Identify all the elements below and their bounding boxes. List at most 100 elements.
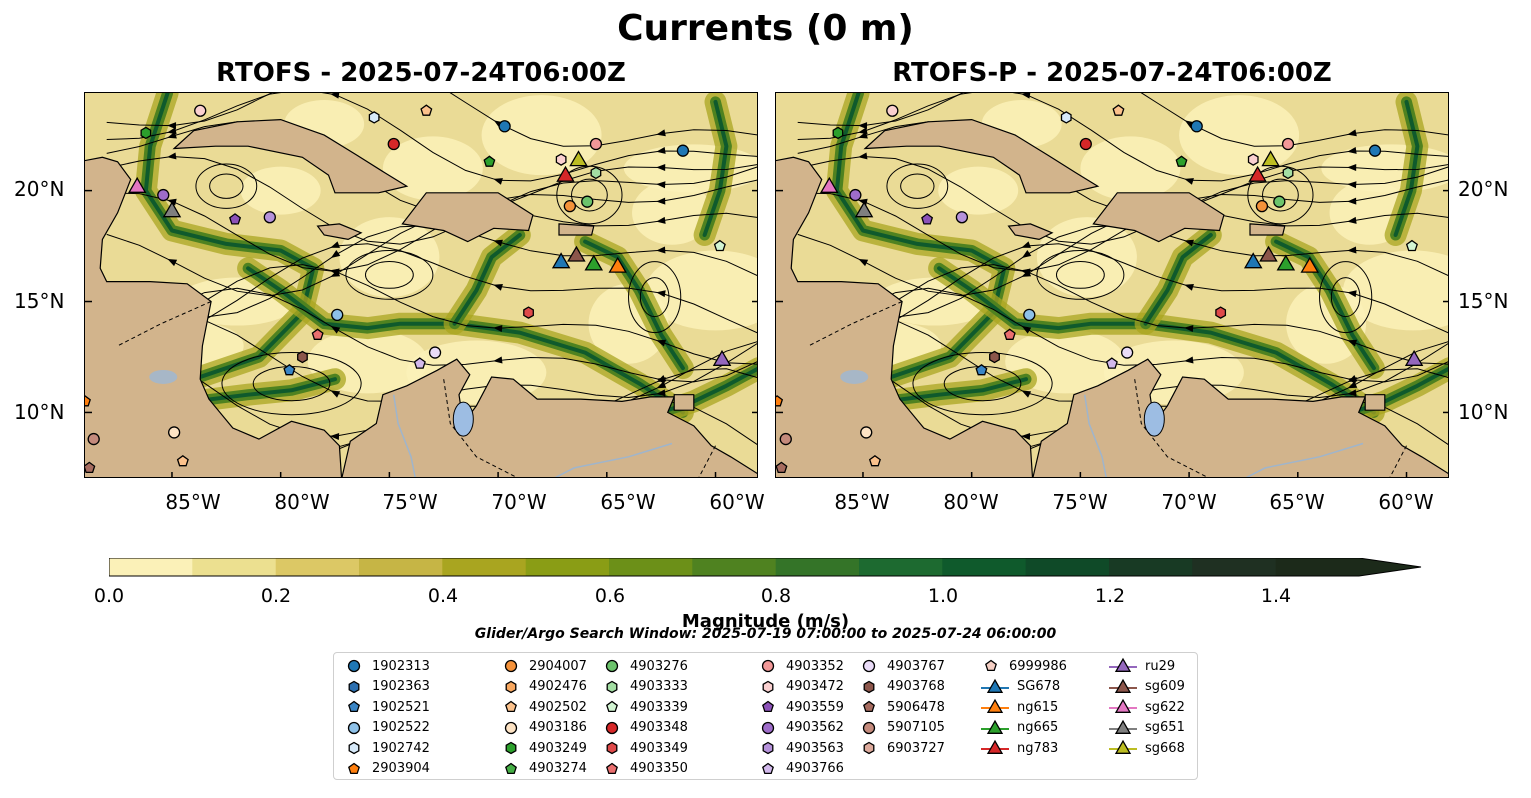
marker-25-p1[interactable]: [331, 308, 344, 321]
legend-marker-4903249[interactable]: [505, 741, 517, 755]
legend-marker-1902313[interactable]: [347, 659, 361, 673]
marker-33-p1[interactable]: [85, 395, 91, 407]
legend-marker-sg668[interactable]: [1114, 739, 1132, 754]
marker-27-p1[interactable]: [523, 306, 534, 319]
marker-2-p2[interactable]: [1112, 104, 1125, 116]
marker-22-p2[interactable]: [1259, 245, 1278, 262]
marker-24-p2[interactable]: [1300, 256, 1320, 273]
marker-3-p2[interactable]: [1060, 111, 1072, 124]
marker-30-p2[interactable]: [989, 350, 1000, 364]
marker-31-p1[interactable]: [283, 363, 296, 376]
map-panel-rtofs[interactable]: [84, 92, 758, 478]
marker-5-p2[interactable]: [1190, 120, 1203, 133]
legend-marker-4903766[interactable]: [762, 762, 774, 774]
marker-8-p1[interactable]: [589, 137, 603, 151]
marker-35-p1[interactable]: [167, 426, 181, 439]
marker-16-p1[interactable]: [229, 213, 242, 225]
marker-7-p2[interactable]: [1247, 153, 1259, 166]
marker-13-p2[interactable]: [819, 176, 839, 193]
marker-10-p1[interactable]: [590, 166, 602, 180]
marker-25-p2[interactable]: [1023, 308, 1036, 321]
marker-4-p2[interactable]: [1079, 137, 1092, 151]
legend-marker-4903559[interactable]: [762, 700, 774, 713]
legend-marker-4902502[interactable]: [505, 700, 517, 713]
legend-marker-4903562[interactable]: [761, 721, 775, 734]
legend-marker-4903472[interactable]: [762, 680, 774, 693]
marker-21-p1[interactable]: [551, 252, 571, 269]
legend-marker-ng783[interactable]: [986, 739, 1004, 754]
legend-marker-4903563[interactable]: [762, 741, 774, 755]
marker-37-p1[interactable]: [85, 461, 96, 474]
marker-23-p1[interactable]: [584, 254, 604, 271]
marker-26-p1[interactable]: [311, 328, 324, 340]
marker-26-p2[interactable]: [1003, 328, 1016, 340]
legend-marker-5906478[interactable]: [863, 700, 875, 713]
marker-36-p1[interactable]: [176, 454, 189, 467]
legend-marker-4903333[interactable]: [606, 680, 618, 693]
marker-9-p1[interactable]: [676, 144, 690, 157]
marker-32-p1[interactable]: [712, 349, 732, 366]
marker-19-p2[interactable]: [1273, 195, 1286, 208]
legend-marker-ng615[interactable]: [986, 698, 1004, 713]
legend-marker-sg678[interactable]: [986, 678, 1004, 693]
marker-0-p2[interactable]: [832, 126, 844, 140]
marker-21-p2[interactable]: [1243, 252, 1263, 269]
legend-marker-4903339[interactable]: [606, 700, 618, 713]
marker-19-p1[interactable]: [581, 195, 594, 208]
map-panel-rtofs-p[interactable]: [775, 92, 1449, 478]
legend-marker-ru29[interactable]: [1114, 657, 1132, 672]
marker-35-p2[interactable]: [860, 426, 873, 439]
marker-23-p2[interactable]: [1276, 254, 1296, 271]
marker-24-p1[interactable]: [608, 256, 627, 273]
legend-marker-6903727[interactable]: [863, 741, 875, 755]
marker-2-p1[interactable]: [420, 104, 433, 116]
legend-marker-sg622[interactable]: [1114, 698, 1132, 713]
marker-14-p1[interactable]: [157, 188, 170, 202]
marker-1-p2[interactable]: [886, 104, 899, 117]
legend-marker-1902742[interactable]: [348, 741, 360, 755]
marker-28-p1[interactable]: [428, 346, 442, 359]
marker-29-p1[interactable]: [413, 357, 426, 369]
legend-marker-4903349[interactable]: [606, 741, 618, 755]
marker-7-p1[interactable]: [555, 153, 567, 166]
marker-12-p2[interactable]: [1261, 150, 1280, 167]
legend-marker-4903768[interactable]: [863, 680, 875, 693]
legend-marker-6999986[interactable]: [985, 659, 997, 672]
legend-marker-1902522[interactable]: [347, 721, 361, 734]
marker-20-p2[interactable]: [1405, 239, 1418, 252]
marker-11-p2[interactable]: [1248, 165, 1267, 182]
legend-marker-4903274[interactable]: [505, 762, 517, 774]
marker-15-p2[interactable]: [854, 201, 874, 218]
marker-16-p2[interactable]: [921, 213, 934, 225]
marker-10-p2[interactable]: [1282, 166, 1294, 180]
marker-31-p2[interactable]: [975, 363, 988, 376]
marker-9-p2[interactable]: [1368, 144, 1382, 157]
legend-marker-4903352[interactable]: [761, 659, 775, 673]
marker-32-p2[interactable]: [1404, 349, 1424, 366]
legend-marker-1902363[interactable]: [348, 680, 360, 693]
marker-37-p2[interactable]: [776, 461, 788, 474]
marker-4-p1[interactable]: [387, 137, 400, 151]
marker-17-p1[interactable]: [263, 211, 276, 224]
legend-marker-4903767[interactable]: [862, 659, 876, 673]
legend-marker-4903348[interactable]: [605, 721, 619, 734]
marker-13-p1[interactable]: [127, 176, 147, 193]
marker-33-p2[interactable]: [776, 395, 784, 407]
legend-marker-ng665[interactable]: [986, 719, 1004, 734]
legend-marker-4903186[interactable]: [504, 721, 518, 734]
marker-12-p1[interactable]: [569, 150, 588, 167]
marker-11-p1[interactable]: [556, 165, 575, 182]
marker-6-p1[interactable]: [483, 155, 496, 167]
legend-marker-4902476[interactable]: [505, 680, 517, 693]
marker-14-p2[interactable]: [849, 188, 862, 202]
marker-28-p2[interactable]: [1120, 346, 1134, 359]
marker-30-p1[interactable]: [297, 350, 308, 364]
marker-27-p2[interactable]: [1215, 306, 1227, 319]
legend-marker-2903904[interactable]: [348, 762, 360, 774]
marker-36-p2[interactable]: [868, 454, 881, 467]
marker-18-p2[interactable]: [1255, 199, 1269, 213]
marker-34-p1[interactable]: [87, 432, 100, 446]
marker-20-p1[interactable]: [713, 239, 726, 252]
legend-marker-sg609[interactable]: [1114, 678, 1132, 693]
marker-15-p1[interactable]: [162, 201, 182, 218]
